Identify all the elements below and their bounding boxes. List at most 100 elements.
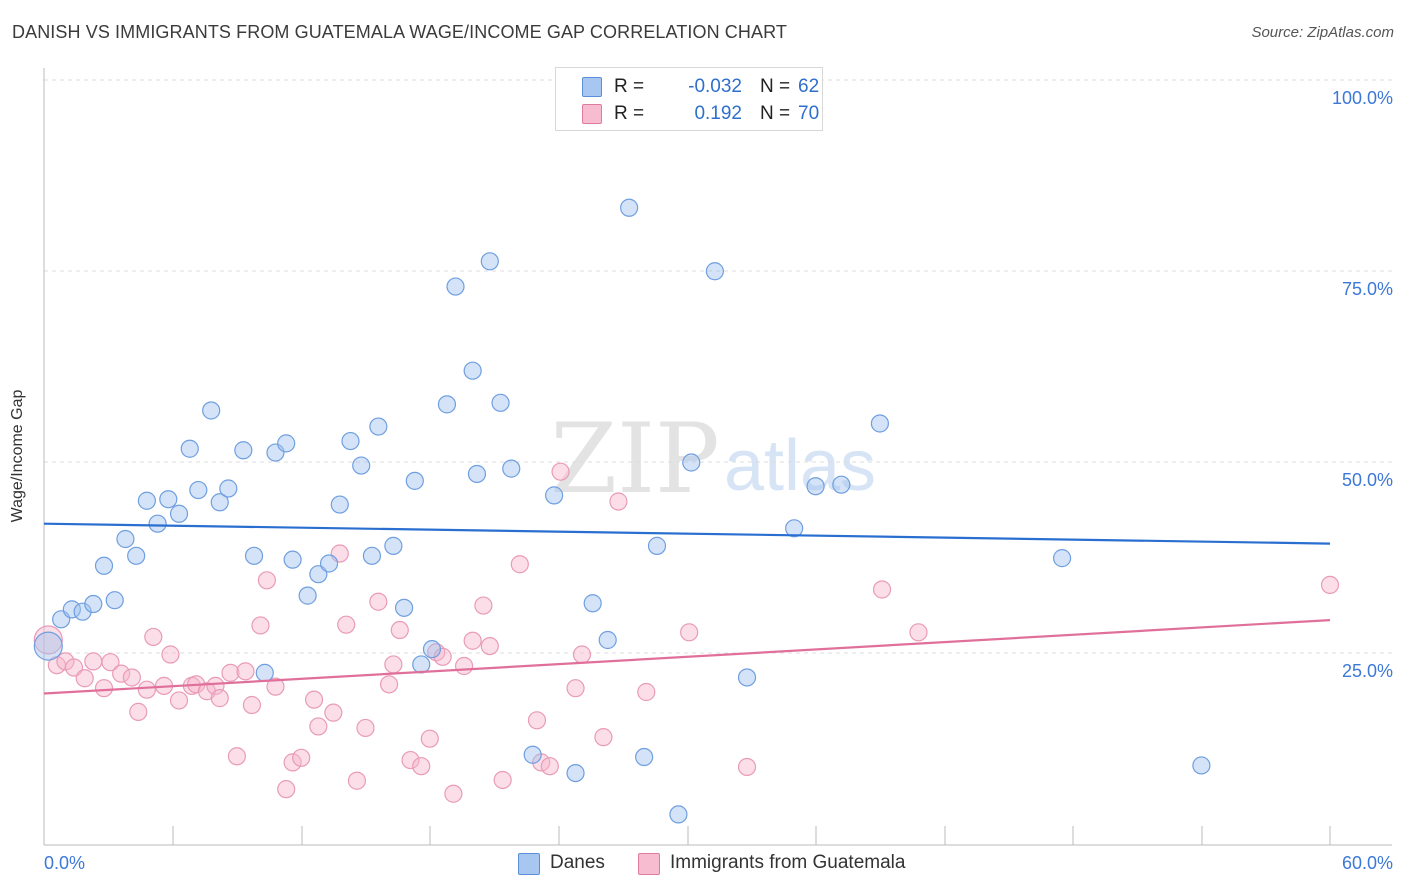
point-guatemala xyxy=(609,492,628,511)
point-guatemala xyxy=(540,757,559,776)
point-danes xyxy=(277,434,296,453)
point-guatemala xyxy=(454,656,474,676)
point-guatemala xyxy=(1320,575,1340,595)
point-danes xyxy=(309,565,328,584)
point-guatemala xyxy=(75,669,94,688)
point-danes xyxy=(202,401,221,420)
chart-source: Source: ZipAtlas.com xyxy=(1251,24,1394,41)
point-guatemala xyxy=(122,668,141,687)
legend-r-value-danes: -0.032 xyxy=(688,76,742,97)
bottom-legend-swatch-danes xyxy=(518,853,540,875)
point-guatemala xyxy=(872,580,892,599)
point-guatemala xyxy=(551,462,570,481)
point-guatemala xyxy=(283,753,302,772)
point-guatemala xyxy=(594,728,613,747)
point-danes xyxy=(330,495,349,514)
point-danes xyxy=(84,594,103,614)
point-danes xyxy=(394,598,414,617)
point-guatemala xyxy=(144,627,163,647)
point-danes xyxy=(180,439,199,458)
point-guatemala xyxy=(137,680,156,699)
point-guatemala xyxy=(169,691,189,710)
point-danes xyxy=(422,640,442,659)
point-guatemala xyxy=(101,653,120,672)
point-guatemala xyxy=(337,615,356,634)
point-guatemala xyxy=(304,690,324,709)
point-danes xyxy=(806,477,825,496)
point-danes xyxy=(491,393,510,412)
point-guatemala xyxy=(266,677,285,696)
point-guatemala xyxy=(84,652,103,671)
watermark-zip: ZIP xyxy=(550,403,719,515)
point-danes xyxy=(1052,549,1072,568)
point-guatemala xyxy=(129,702,148,721)
point-danes xyxy=(467,464,487,484)
point-danes xyxy=(384,536,403,555)
correlation-legend: R = -0.032 N = 62 R = 0.192 N = 70 xyxy=(555,67,823,131)
point-danes xyxy=(480,252,499,271)
point-danes xyxy=(669,805,688,824)
chart-title: DANISH VS IMMIGRANTS FROM GUATEMALA WAGE… xyxy=(12,22,787,42)
point-danes xyxy=(234,441,253,460)
point-danes xyxy=(148,514,167,533)
point-guatemala xyxy=(493,770,512,790)
point-guatemala xyxy=(401,750,420,770)
point-guatemala xyxy=(680,623,699,642)
point-danes xyxy=(705,262,724,281)
x-tick-label: 60.0% xyxy=(1342,853,1393,873)
point-danes xyxy=(159,490,178,509)
bottom-legend-label-danes: Danes xyxy=(550,852,605,873)
point-danes xyxy=(412,655,431,674)
point-guatemala xyxy=(227,747,246,766)
point-guatemala xyxy=(210,689,229,708)
point-danes xyxy=(62,600,81,619)
point-danes xyxy=(647,536,667,555)
point-guatemala xyxy=(257,571,277,590)
point-guatemala xyxy=(737,757,757,777)
point-guatemala xyxy=(420,729,439,748)
point-guatemala xyxy=(510,555,529,574)
bottom-legend-label-guatemala: Immigrants from Guatemala xyxy=(670,852,906,873)
point-danes xyxy=(244,546,264,565)
point-danes xyxy=(1192,756,1211,775)
point-danes xyxy=(369,417,388,436)
point-danes xyxy=(870,414,890,433)
y-tick-label: 25.0% xyxy=(1342,661,1393,681)
point-guatemala xyxy=(236,662,255,681)
point-danes xyxy=(832,475,851,494)
point-guatemala xyxy=(94,679,114,698)
legend-n-value-guatemala: 70 xyxy=(798,103,820,124)
trend-line-danes xyxy=(43,522,1331,545)
point-danes xyxy=(33,631,63,661)
point-danes xyxy=(219,479,238,498)
legend-r-value-guatemala: 0.192 xyxy=(694,103,742,124)
point-danes xyxy=(523,745,542,764)
point-guatemala xyxy=(379,675,399,694)
point-danes xyxy=(463,361,482,380)
point-danes xyxy=(169,504,189,523)
point-danes xyxy=(298,586,317,605)
point-guatemala xyxy=(384,655,403,674)
point-guatemala xyxy=(277,780,296,799)
point-danes xyxy=(105,591,124,610)
legend-swatch-danes xyxy=(582,77,602,97)
point-danes xyxy=(598,630,617,650)
point-guatemala xyxy=(390,620,409,640)
point-danes xyxy=(635,747,654,767)
point-danes xyxy=(437,395,457,414)
point-guatemala xyxy=(112,664,131,683)
point-danes xyxy=(682,453,701,472)
point-guatemala xyxy=(292,748,311,767)
point-guatemala xyxy=(369,592,388,611)
point-guatemala xyxy=(251,616,270,635)
legend-n-label: N = xyxy=(760,103,791,124)
point-guatemala xyxy=(356,718,375,738)
point-guatemala xyxy=(637,682,656,702)
y-tick-label: 50.0% xyxy=(1342,470,1393,490)
point-guatemala xyxy=(463,631,482,650)
legend-r-label: R = xyxy=(614,76,645,97)
y-tick-label: 75.0% xyxy=(1342,279,1393,299)
point-guatemala xyxy=(221,663,240,682)
point-guatemala xyxy=(412,757,431,776)
